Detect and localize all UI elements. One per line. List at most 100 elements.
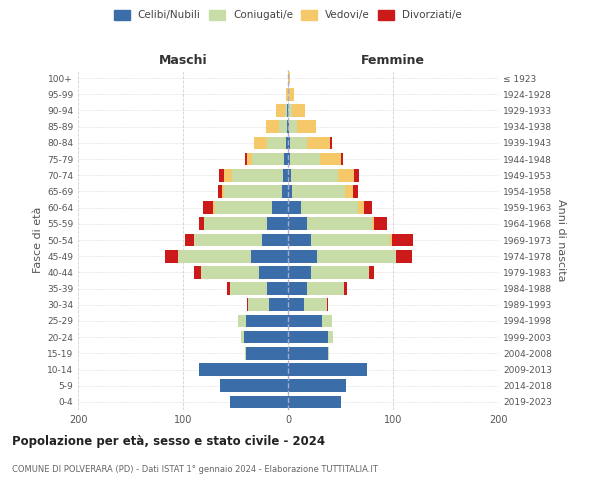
Bar <box>288 380 346 392</box>
Bar <box>204 218 267 230</box>
Bar <box>290 136 307 149</box>
Bar <box>288 169 291 181</box>
Text: Popolazione per età, sesso e stato civile - 2024: Popolazione per età, sesso e stato civil… <box>12 435 325 448</box>
Bar <box>251 250 288 262</box>
Bar <box>246 347 288 360</box>
Bar <box>287 104 288 117</box>
Bar <box>354 169 359 181</box>
Text: Femmine: Femmine <box>361 54 425 66</box>
Bar <box>272 202 288 214</box>
Bar <box>292 104 305 117</box>
Bar <box>201 266 259 278</box>
Bar <box>345 185 353 198</box>
Bar <box>247 298 248 311</box>
Bar <box>301 202 358 214</box>
Bar <box>288 234 311 246</box>
Bar <box>288 185 292 198</box>
Bar <box>278 120 287 133</box>
Bar <box>358 202 364 214</box>
Bar <box>224 185 282 198</box>
Bar <box>288 298 304 311</box>
Bar <box>288 88 289 101</box>
Text: Maschi: Maschi <box>158 54 208 66</box>
Bar <box>203 202 214 214</box>
Bar <box>230 282 267 295</box>
Bar <box>222 185 224 198</box>
Bar <box>374 218 387 230</box>
Bar <box>193 234 262 246</box>
Y-axis label: Anni di nascita: Anni di nascita <box>556 198 566 281</box>
Bar <box>245 347 246 360</box>
Bar <box>307 218 372 230</box>
Legend: Celibi/Nubili, Coniugati/e, Vedovi/e, Divorziati/e: Celibi/Nubili, Coniugati/e, Vedovi/e, Di… <box>114 10 462 20</box>
Bar <box>254 136 267 149</box>
Bar <box>396 250 412 262</box>
Bar <box>311 266 369 278</box>
Bar <box>369 266 374 278</box>
Bar <box>327 298 328 311</box>
Bar <box>178 250 251 262</box>
Bar <box>289 88 295 101</box>
Bar <box>330 136 332 149</box>
Bar <box>364 202 372 214</box>
Bar <box>320 152 341 166</box>
Bar <box>307 282 344 295</box>
Bar <box>267 136 286 149</box>
Bar <box>215 202 272 214</box>
Bar <box>290 152 320 166</box>
Bar <box>285 104 287 117</box>
Bar <box>218 185 222 198</box>
Bar <box>227 282 230 295</box>
Bar <box>238 314 246 328</box>
Bar <box>289 120 298 133</box>
Bar <box>288 218 307 230</box>
Bar <box>291 169 338 181</box>
Bar <box>288 314 322 328</box>
Bar <box>246 314 288 328</box>
Bar <box>322 314 332 328</box>
Bar <box>317 250 396 262</box>
Bar <box>253 152 284 166</box>
Bar <box>224 169 232 181</box>
Text: COMUNE DI POLVERARA (PD) - Dati ISTAT 1° gennaio 2024 - Elaborazione TUTTITALIA.: COMUNE DI POLVERARA (PD) - Dati ISTAT 1°… <box>12 465 378 474</box>
Bar <box>286 88 288 101</box>
Bar <box>165 250 178 262</box>
Bar <box>288 136 290 149</box>
Bar <box>185 234 193 246</box>
Bar <box>266 120 278 133</box>
Bar <box>259 266 288 278</box>
Bar <box>230 396 288 408</box>
Bar <box>287 120 288 133</box>
Bar <box>298 120 316 133</box>
Bar <box>328 347 329 360</box>
Bar <box>288 331 328 344</box>
Bar <box>277 104 285 117</box>
Bar <box>269 298 288 311</box>
Bar <box>288 250 317 262</box>
Bar <box>244 331 288 344</box>
Bar <box>262 234 288 246</box>
Bar <box>288 266 311 278</box>
Bar <box>288 282 307 295</box>
Bar <box>328 331 333 344</box>
Bar <box>214 202 215 214</box>
Bar <box>267 282 288 295</box>
Y-axis label: Fasce di età: Fasce di età <box>33 207 43 273</box>
Bar <box>286 136 288 149</box>
Bar <box>288 104 292 117</box>
Bar <box>199 363 288 376</box>
Bar <box>245 152 247 166</box>
Bar <box>267 218 288 230</box>
Bar <box>218 169 224 181</box>
Bar <box>193 266 201 278</box>
Bar <box>338 169 354 181</box>
Bar <box>288 347 328 360</box>
Bar <box>283 169 288 181</box>
Bar <box>307 136 330 149</box>
Bar <box>282 185 288 198</box>
Bar <box>353 185 358 198</box>
Bar <box>247 152 252 166</box>
Bar <box>288 202 301 214</box>
Bar <box>232 169 283 181</box>
Bar <box>372 218 374 230</box>
